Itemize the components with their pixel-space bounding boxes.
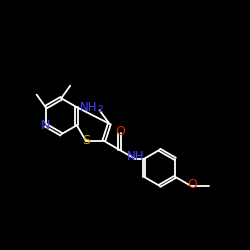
Text: S: S <box>82 134 90 147</box>
Text: O: O <box>187 178 197 191</box>
Text: O: O <box>116 125 126 138</box>
Text: NH: NH <box>80 101 97 114</box>
Text: NH: NH <box>127 150 144 163</box>
Text: N: N <box>41 119 50 132</box>
Text: 2: 2 <box>97 105 103 114</box>
